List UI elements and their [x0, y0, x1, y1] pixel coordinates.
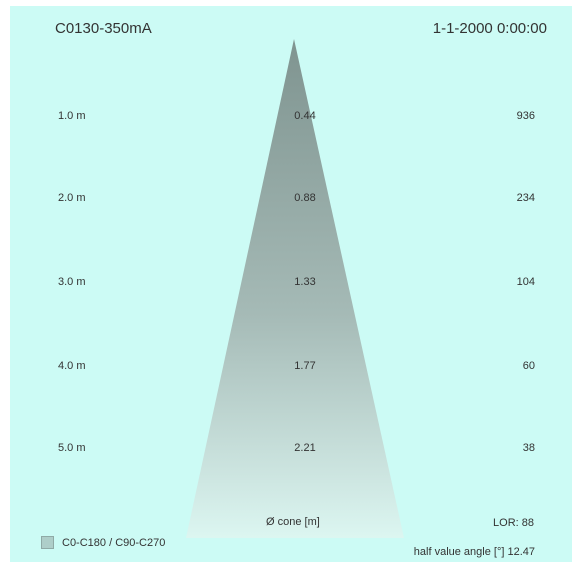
- distance-label: 1.0 m: [58, 110, 86, 122]
- product-title: C0130-350mA: [55, 20, 152, 37]
- distance-label: 5.0 m: [58, 442, 86, 454]
- cone-diameter-label: 1.33: [294, 276, 316, 288]
- illuminance-label: 60: [522, 360, 535, 372]
- light-cone-chart: [186, 39, 404, 538]
- half-value-angle: half value angle [°] 12.47: [413, 546, 535, 558]
- distance-label: 4.0 m: [58, 360, 86, 372]
- legend-swatch: [41, 536, 54, 549]
- illuminance-label: 936: [516, 110, 535, 122]
- light-cone: [186, 39, 404, 538]
- illuminance-label: 234: [516, 192, 535, 204]
- cone-diameter-label: 2.21: [294, 442, 316, 454]
- legend-label: C0-C180 / C90-C270: [62, 536, 166, 549]
- photometric-panel: C0130-350mA 1-1-2000 0:00:00 1.0 m 0.44 …: [10, 6, 572, 562]
- illuminance-label: 38: [522, 442, 535, 454]
- cone-axis-label: Ø cone [m]: [266, 516, 320, 528]
- cone-diameter-label: 1.77: [294, 360, 316, 372]
- illuminance-label: 104: [516, 276, 535, 288]
- lor-value: LOR: 88: [493, 517, 534, 529]
- distance-label: 2.0 m: [58, 192, 86, 204]
- cone-diameter-label: 0.44: [294, 110, 316, 122]
- cone-diameter-label: 0.88: [294, 192, 316, 204]
- distance-label: 3.0 m: [58, 276, 86, 288]
- legend: C0-C180 / C90-C270: [41, 536, 165, 549]
- timestamp: 1-1-2000 0:00:00: [432, 20, 547, 37]
